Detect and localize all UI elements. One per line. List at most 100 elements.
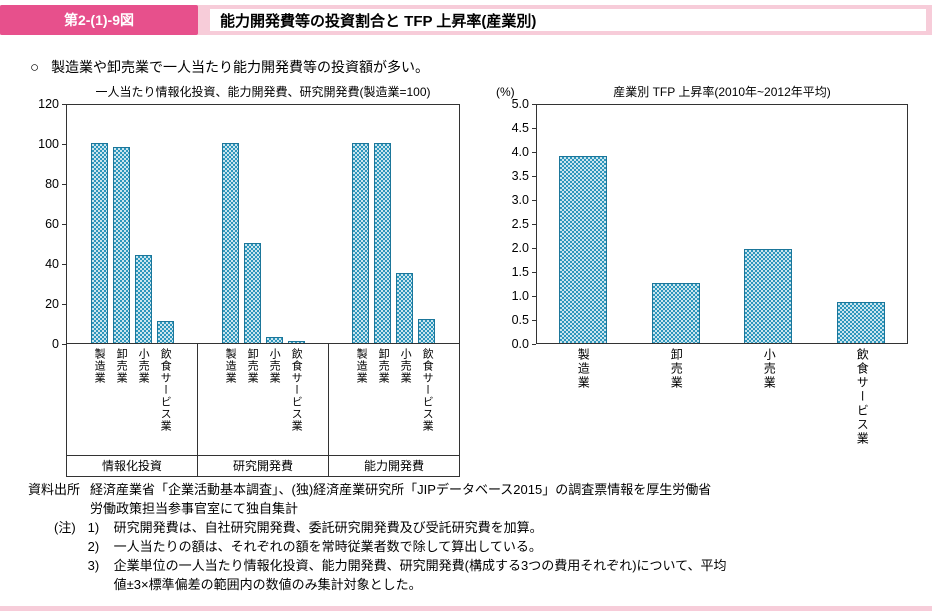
bar-製造業 [90, 143, 108, 343]
y-tick-mark [532, 296, 536, 297]
bar-卸売業 [651, 283, 700, 343]
y-tick-label: 100 [38, 137, 59, 151]
category-label-slot: 製造業 [222, 348, 239, 455]
note-number: 2) [87, 539, 100, 554]
bar-飲食サービス業 [418, 319, 436, 343]
source-line-2: 労働政策担当参事官室にて独自集計 [90, 501, 299, 516]
category-label-slot: 小売業 [722, 348, 815, 446]
y-tick-mark [532, 344, 536, 345]
bar-製造業 [559, 155, 608, 343]
bar-slot [90, 143, 108, 343]
category-label: 小売業 [762, 348, 777, 390]
left-x-axis: 製造業 卸売業 小売業 飲食サービス業 情報化投資 製造業 卸売業 小売業 飲食サービス業 研究開… [66, 344, 460, 477]
category-label-slot: 卸売業 [113, 348, 130, 455]
lead-sentence: ○ 製造業や卸売業で一人当たり能力開発費等の投資額が多い。 [30, 57, 429, 77]
source-line-1: 経済産業省「企業活動基本調査」、(独)経済産業研究所「JIPデータベース2015… [90, 482, 712, 497]
category-label-slot: 小売業 [266, 348, 283, 455]
right-chart-title: 産業別 TFP 上昇率(2010年~2012年平均) [613, 85, 831, 99]
y-tick-mark [532, 248, 536, 249]
y-tick-label: 0 [52, 337, 59, 351]
lead-text: 製造業や卸売業で一人当たり能力開発費等の投資額が多い。 [51, 59, 430, 75]
bar-slot [265, 337, 283, 343]
y-tick-label: 1.5 [511, 265, 529, 279]
note-text: 一人当たりの額は、それぞれの額を常時従業者数で除して算出している。 [113, 539, 542, 554]
note-text: 企業単位の一人当たり情報化投資、能力開発費、研究開発費(構成する3つの費用それぞ… [113, 558, 727, 592]
notes-block: 資料出所 経済産業省「企業活動基本調査」、(独)経済産業研究所「JIPデータベー… [28, 480, 916, 594]
left-y-axis: 0 20 40 60 80 100 120 [28, 97, 66, 351]
y-tick-mark [62, 304, 66, 305]
category-label-slot: 製造業 [536, 348, 629, 446]
category-label: 製造業 [93, 348, 106, 384]
bar-slot [112, 147, 130, 343]
y-tick-mark [532, 176, 536, 177]
bar-卸売業 [243, 243, 261, 343]
source-text: 経済産業省「企業活動基本調査」、(独)経済産業研究所「JIPデータベース2015… [90, 480, 711, 518]
category-label-slot: 製造業 [91, 348, 108, 455]
source-row: 資料出所 経済産業省「企業活動基本調査」、(独)経済産業研究所「JIPデータベー… [28, 480, 916, 518]
bar-卸売業 [112, 147, 130, 343]
y-tick-label: 2.5 [511, 217, 529, 231]
y-tick-label: 4.5 [511, 121, 529, 135]
bar-飲食サービス業 [836, 302, 885, 343]
category-label-slot: 小売業 [135, 348, 152, 455]
category-label-slot: 卸売業 [244, 348, 261, 455]
category-group-cell: 製造業 卸売業 小売業 飲食サービス業 研究開発費 [198, 344, 329, 476]
y-tick-mark [532, 128, 536, 129]
note-row: (注) 1) 研究開発費は、自社研究開発費、委託研究開発費及び受託研究費を加算。 2… [28, 518, 916, 594]
bar-slot [156, 321, 174, 343]
y-tick-mark [62, 224, 66, 225]
right-chart-title-row: (%) 産業別 TFP 上昇率(2010年~2012年平均) [496, 84, 908, 100]
y-tick-mark [532, 320, 536, 321]
group-label: 情報化投資 [101, 459, 162, 473]
category-label: 飲食サービス業 [855, 348, 870, 446]
category-label: 飲食サービス業 [159, 348, 172, 432]
figure-title-box: 能力開発費等の投資割合と TFP 上昇率(産業別) [210, 9, 926, 31]
bar-slot [537, 105, 630, 343]
note-item: 3) 企業単位の一人当たり情報化投資、能力開発費、研究開発費(構成する3つの費用そ… [88, 556, 739, 594]
y-tick-mark [62, 264, 66, 265]
y-tick-label: 2.0 [511, 241, 529, 255]
note-number: 3) [87, 558, 100, 573]
bar-小売業 [265, 337, 283, 343]
bar-group [198, 105, 329, 343]
category-label: 製造業 [355, 348, 368, 384]
group-label: 能力開発費 [363, 459, 424, 473]
y-tick-mark [532, 224, 536, 225]
bar-飲食サービス業 [156, 321, 174, 343]
bar-slot [243, 243, 261, 343]
note-text: 研究開発費は、自社研究開発費、委託研究開発費及び受託研究費を加算。 [113, 520, 543, 535]
y-tick-mark [532, 200, 536, 201]
note-label: (注) [54, 520, 76, 535]
category-label: 卸売業 [669, 348, 684, 390]
left-plot-area [66, 104, 460, 344]
bar-slot [722, 105, 815, 343]
category-label: 飲食サービス業 [290, 348, 303, 432]
category-label: 卸売業 [115, 348, 128, 384]
bar-卸売業 [374, 143, 392, 343]
bar-slot [221, 143, 239, 343]
category-label-slot: 飲食サービス業 [419, 348, 436, 455]
category-label-slot: 卸売業 [629, 348, 722, 446]
y-tick-mark [532, 272, 536, 273]
bottom-border-band [0, 606, 932, 611]
bar-slot [815, 105, 908, 343]
y-axis-unit-label: (%) [496, 85, 515, 99]
y-tick-label: 0.0 [511, 337, 529, 351]
left-chart-title: 一人当たり情報化投資、能力開発費、研究開発費(製造業=100) [95, 85, 431, 99]
bar-slot [396, 273, 414, 343]
category-label-slot: 製造業 [353, 348, 370, 455]
y-tick-mark [62, 344, 66, 345]
category-label: 製造業 [224, 348, 237, 384]
category-label-slot: 飲食サービス業 [815, 348, 908, 446]
bar-group [67, 105, 198, 343]
right-y-axis: 0.0 0.5 1.0 1.5 2.0 2.5 3.0 3.5 4.0 4.5 5.0 [496, 97, 536, 351]
y-tick-mark [62, 144, 66, 145]
bar-slot [134, 255, 152, 343]
investment-bar-chart: 一人当たり情報化投資、能力開発費、研究開発費(製造業=100) 0 20 40 60 8… [28, 84, 460, 477]
bar-slot [630, 105, 723, 343]
category-labels: 製造業 卸売業 小売業 飲食サービス業 [329, 344, 459, 456]
y-tick-label: 5.0 [511, 97, 529, 111]
bar-group [328, 105, 459, 343]
category-label: 飲食サービス業 [421, 348, 434, 432]
y-tick-mark [62, 184, 66, 185]
